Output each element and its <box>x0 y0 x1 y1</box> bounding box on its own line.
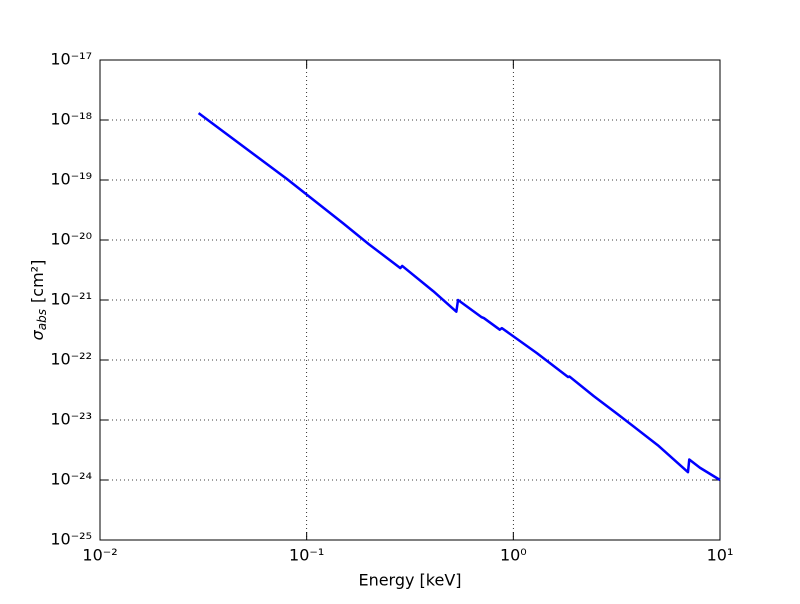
y-tick-label: 10⁻¹⁷ <box>50 50 92 69</box>
y-label-subscript: abs <box>35 309 49 330</box>
x-tick-label: 10¹ <box>707 546 734 565</box>
x-tick-label: 10⁻¹ <box>289 546 324 565</box>
x-axis-label: Energy [keV] <box>358 571 461 590</box>
data-line <box>197 112 721 482</box>
y-tick-label: 10⁻²⁴ <box>50 470 92 489</box>
y-tick-label: 10⁻²⁵ <box>50 530 92 549</box>
y-tick-label: 10⁻¹⁸ <box>50 110 92 129</box>
y-label-symbol: σ <box>28 329 47 340</box>
x-tick-label: 10⁻² <box>82 546 117 565</box>
x-tick-label: 10⁰ <box>500 546 527 565</box>
y-tick-label: 10⁻²⁰ <box>50 230 92 249</box>
y-tick-label: 10⁻²¹ <box>50 290 92 309</box>
y-label-unit: [cm²] <box>28 260 47 303</box>
y-tick-label: 10⁻²³ <box>50 410 92 429</box>
y-axis-label: σabs [cm²] <box>28 260 49 341</box>
plot-frame <box>99 59 721 541</box>
y-tick-label: 10⁻²² <box>50 350 92 369</box>
y-tick-label: 10⁻¹⁹ <box>50 170 92 189</box>
